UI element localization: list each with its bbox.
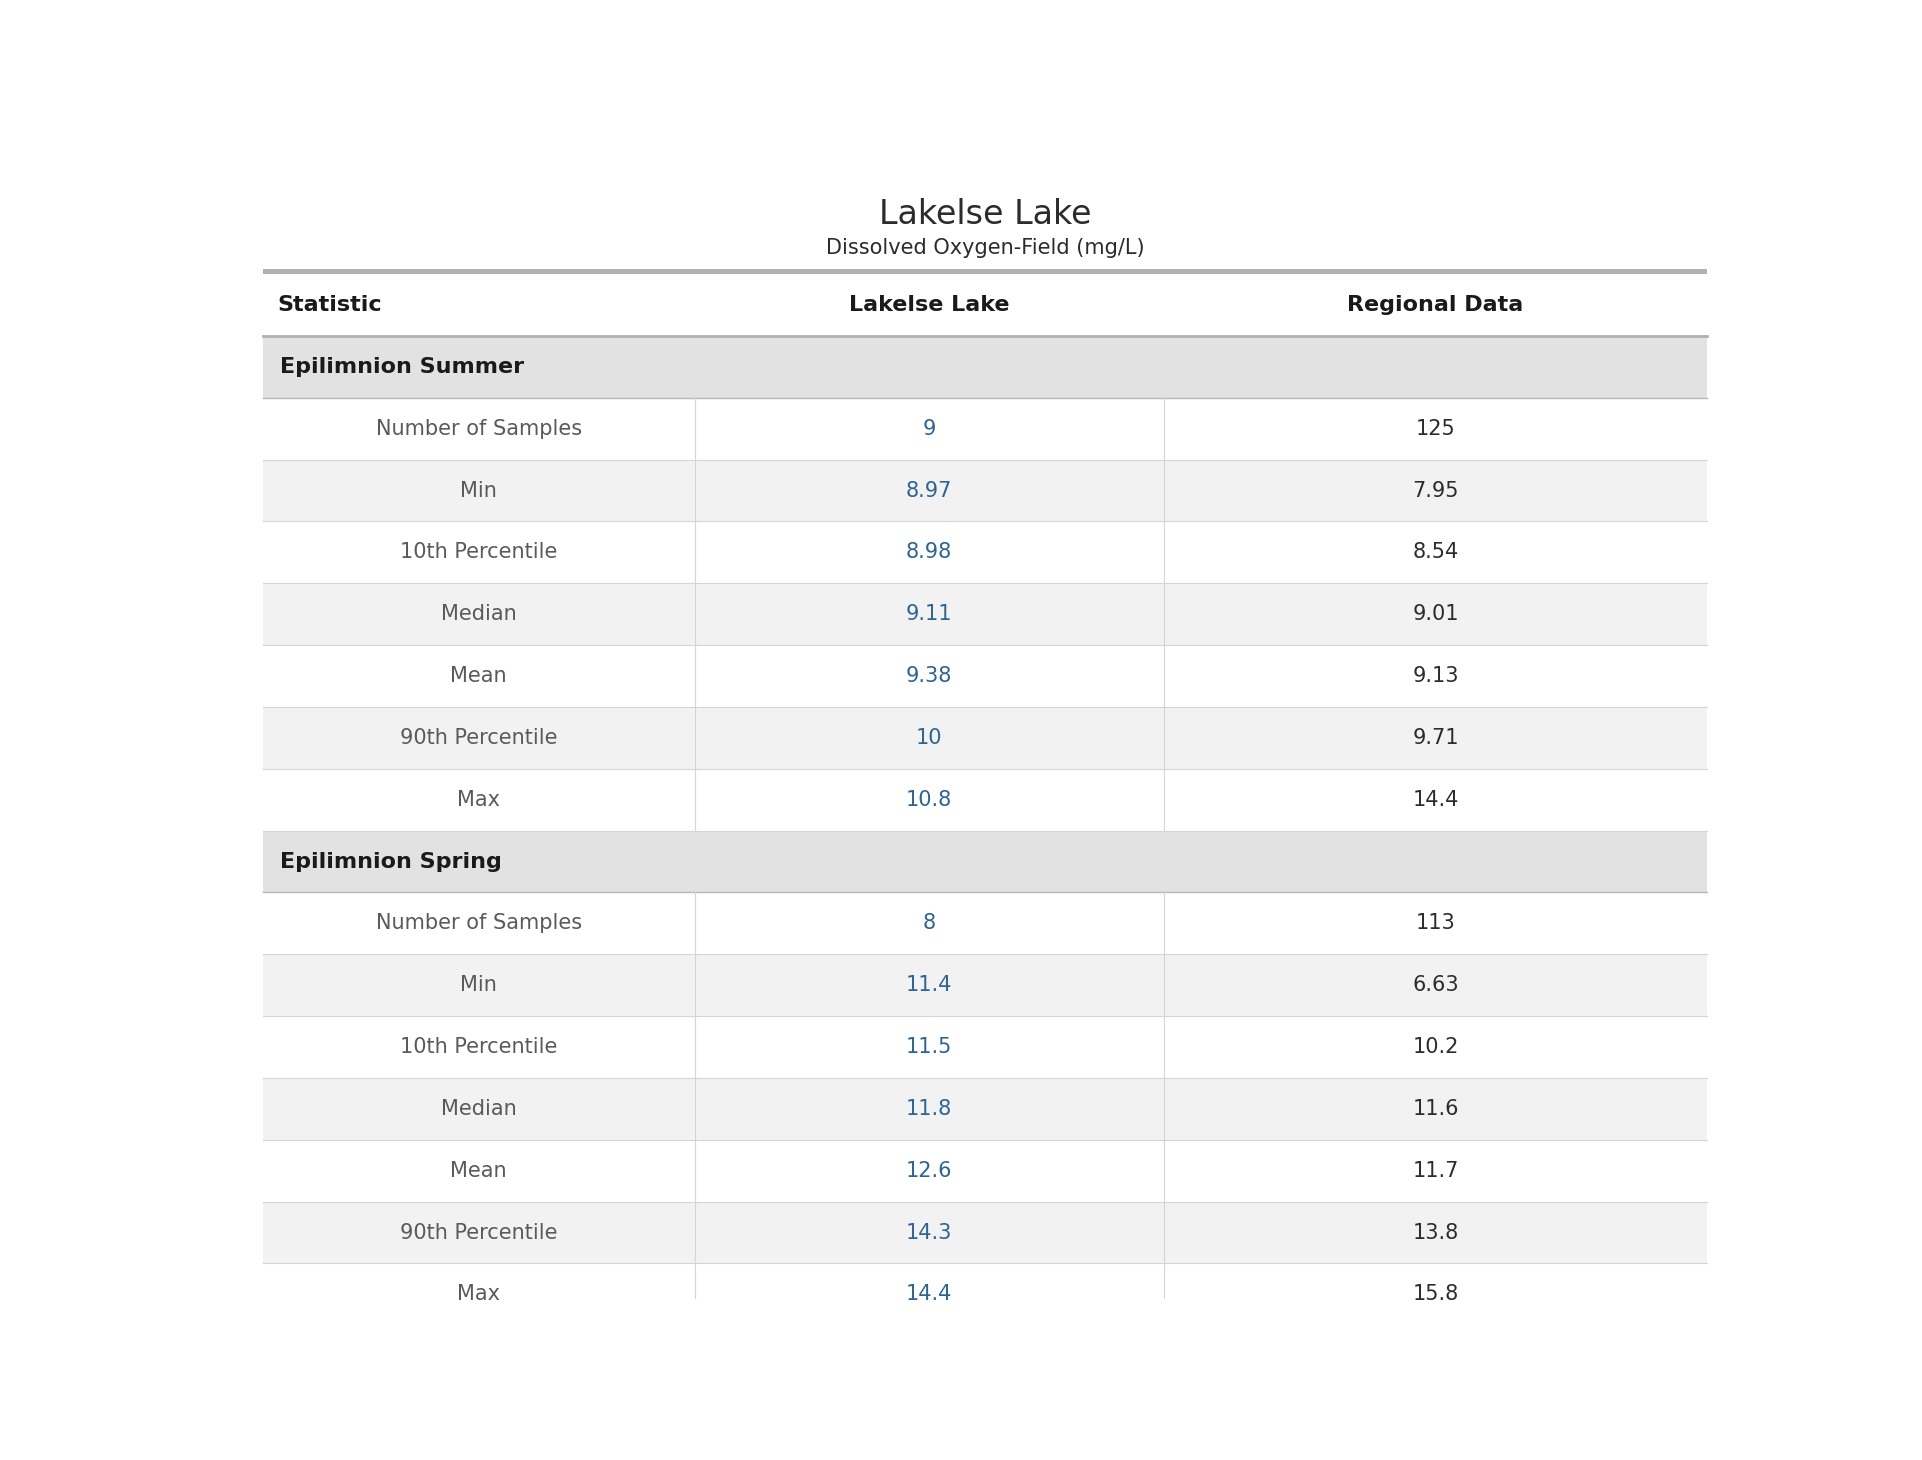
Text: 9.71: 9.71 — [1413, 729, 1459, 748]
Text: 11.8: 11.8 — [905, 1099, 951, 1118]
Text: 11.4: 11.4 — [905, 975, 953, 996]
Text: Max: Max — [457, 1285, 500, 1304]
Text: 11.7: 11.7 — [1413, 1161, 1459, 1181]
Bar — [263, 397, 1707, 460]
Text: Median: Median — [440, 604, 517, 625]
Text: Median: Median — [440, 1099, 517, 1118]
Bar — [263, 892, 1707, 955]
Text: 125: 125 — [1417, 419, 1455, 438]
Text: Mean: Mean — [450, 666, 507, 686]
Text: Epilimnion Summer: Epilimnion Summer — [281, 356, 525, 377]
Text: Number of Samples: Number of Samples — [375, 914, 582, 933]
Bar — [263, 645, 1707, 707]
Text: Mean: Mean — [450, 1161, 507, 1181]
Text: 10.8: 10.8 — [905, 790, 951, 810]
Text: Lakelse Lake: Lakelse Lake — [850, 295, 1009, 315]
Text: 11.6: 11.6 — [1413, 1099, 1459, 1118]
Text: 90th Percentile: 90th Percentile — [400, 729, 557, 748]
Text: 90th Percentile: 90th Percentile — [400, 1222, 557, 1242]
Text: 8.97: 8.97 — [905, 480, 953, 501]
Text: Min: Min — [459, 480, 498, 501]
Text: 9.38: 9.38 — [905, 666, 953, 686]
Text: 9.11: 9.11 — [905, 604, 953, 625]
Text: Dissolved Oxygen-Field (mg/L): Dissolved Oxygen-Field (mg/L) — [826, 238, 1144, 258]
Text: 10th Percentile: 10th Percentile — [400, 1037, 557, 1057]
Bar — [263, 1202, 1707, 1263]
Text: 12.6: 12.6 — [905, 1161, 953, 1181]
Text: 113: 113 — [1417, 914, 1455, 933]
Text: 8.98: 8.98 — [905, 542, 951, 562]
Text: 9.01: 9.01 — [1413, 604, 1459, 625]
Text: 14.3: 14.3 — [905, 1222, 953, 1242]
Bar — [263, 460, 1707, 521]
Text: 14.4: 14.4 — [1413, 790, 1459, 810]
Text: 10: 10 — [917, 729, 942, 748]
Text: Lakelse Lake: Lakelse Lake — [878, 199, 1092, 231]
Text: 9: 9 — [923, 419, 936, 438]
Text: 8: 8 — [923, 914, 936, 933]
Bar — [263, 1263, 1707, 1326]
Text: 10th Percentile: 10th Percentile — [400, 542, 557, 562]
Bar — [263, 1140, 1707, 1202]
Text: 13.8: 13.8 — [1413, 1222, 1459, 1242]
Bar — [263, 584, 1707, 645]
Bar — [263, 955, 1707, 1016]
Text: Max: Max — [457, 790, 500, 810]
Bar — [263, 707, 1707, 769]
Bar — [263, 274, 1707, 336]
Bar — [263, 269, 1707, 274]
Bar — [263, 831, 1707, 892]
Text: Min: Min — [459, 975, 498, 996]
Text: 8.54: 8.54 — [1413, 542, 1459, 562]
Bar — [263, 1077, 1707, 1140]
Bar — [263, 1016, 1707, 1077]
Text: 11.5: 11.5 — [905, 1037, 953, 1057]
Bar — [263, 769, 1707, 831]
Text: 6.63: 6.63 — [1413, 975, 1459, 996]
Text: 9.13: 9.13 — [1413, 666, 1459, 686]
Text: 10.2: 10.2 — [1413, 1037, 1459, 1057]
Text: Statistic: Statistic — [277, 295, 382, 315]
Text: Regional Data: Regional Data — [1347, 295, 1524, 315]
Text: 15.8: 15.8 — [1413, 1285, 1459, 1304]
Text: 7.95: 7.95 — [1413, 480, 1459, 501]
Text: Number of Samples: Number of Samples — [375, 419, 582, 438]
Bar — [263, 336, 1707, 397]
Bar — [263, 521, 1707, 584]
Text: Epilimnion Spring: Epilimnion Spring — [281, 851, 502, 872]
Text: 14.4: 14.4 — [905, 1285, 953, 1304]
